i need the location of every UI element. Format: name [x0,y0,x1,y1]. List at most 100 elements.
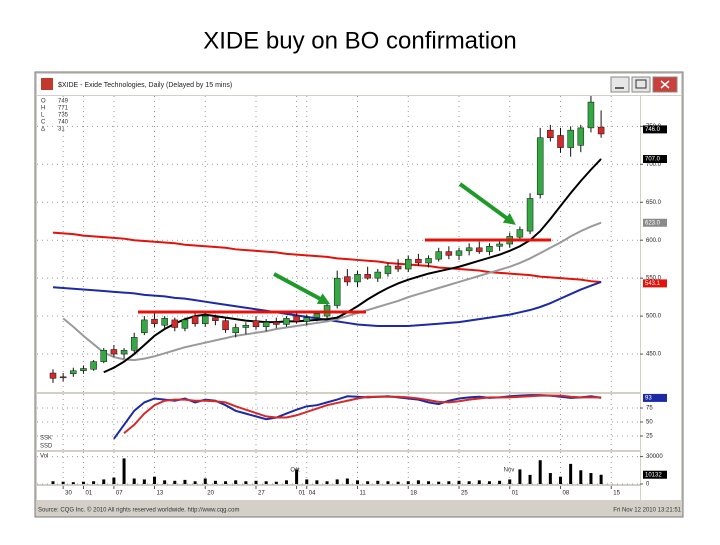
volume-bar [477,480,481,484]
volume-bar [599,474,603,484]
volume-bar [356,480,359,484]
volume-bar [427,481,431,484]
candle-body [333,277,341,306]
candle-body [49,372,57,379]
x-tick-label: 13 [157,491,164,497]
candle-body [252,320,260,327]
close-icon [660,80,670,89]
volume-bar [528,474,532,484]
candle-body [202,315,209,324]
value-marker [643,218,667,227]
candle-body [151,318,158,324]
candle-body [232,327,239,334]
candle-body [171,319,179,328]
candle-body [587,101,595,129]
price-panel [37,96,640,392]
volume-bar [203,478,207,484]
legend-entry: SSD [40,444,53,450]
candle-body [547,129,554,138]
volume-bar [487,481,491,484]
candle-body [90,361,97,370]
title-bar [37,74,681,95]
candle-body [293,315,300,322]
volume-bar [538,460,542,484]
volume-bar [416,480,420,484]
candle-body [364,274,371,279]
volume-bar [112,477,116,484]
candle-body [567,129,574,148]
volume-bar [508,479,512,484]
volume-bar [437,481,441,484]
quote-label: O [41,99,46,105]
x-tick-label: 20 [207,491,214,497]
x-tick-label: 08 [563,491,570,497]
candle-body [191,315,199,324]
volume-bar [142,479,146,484]
volume-bar [254,480,258,484]
candle-body [425,258,432,264]
volume-bar [244,481,248,484]
candle-body [516,229,524,238]
x-tick-label: 30 [65,491,72,497]
window-title: $XIDE - Exide Technologies, Daily (Delay… [58,82,232,89]
candle-body [384,265,392,274]
candle-body [161,318,168,326]
volume-bar [396,481,400,484]
value-marker [643,154,667,163]
candle-body [110,349,118,355]
x-tick-label: 04 [309,491,316,497]
quote-label: Δ [41,127,45,133]
value-marker-label: 93 [645,395,652,401]
candle-body [141,319,148,334]
volume-bar [264,481,268,484]
line-series [113,394,602,440]
value-marker-label: 623.0 [645,220,661,226]
candle-body [465,247,473,252]
y-tick-label: 450.0 [646,352,662,358]
quote-value: 740 [58,120,69,126]
quote-value: 31 [58,127,65,133]
candle-body [222,320,229,331]
candle-body [262,321,270,327]
value-marker-label: 707.0 [645,157,661,163]
x-tick-label: 01 [512,491,519,497]
candle-body [496,243,503,247]
candle-body [303,317,310,322]
candle-body [80,368,87,371]
volume-bar [284,480,288,484]
x-tick-label: 15 [613,491,620,497]
y-tick-label: 550.0 [646,276,662,282]
month-label: Nov [504,468,515,474]
y-tick-label: 75 [646,406,653,412]
volume-bar [335,479,339,484]
volume-bar [274,481,278,484]
volume-bar [61,481,65,484]
volume-bar [224,481,228,484]
volume-bar [548,473,552,484]
y-tick-label: 50 [646,420,653,426]
arrow [458,182,516,225]
candle-body [181,319,189,329]
quote-label: H [41,106,45,112]
maximize-button[interactable] [631,76,651,93]
value-marker-label: 746.0 [645,127,661,133]
volume-bar [589,473,593,484]
x-tick-label: 18 [410,491,417,497]
candle-body [394,265,402,270]
app-icon [41,78,53,90]
volume-bar [193,481,197,484]
arrow [273,272,331,305]
minimize-button[interactable] [610,76,630,93]
volume-bar [122,458,126,484]
candle-body [374,271,382,279]
slide-title: XIDE buy on BO confirmation [203,27,516,54]
candle-body [70,370,77,375]
candle-body [273,321,280,325]
legend-entry: SSK [40,436,52,442]
maximize-icon [635,79,647,89]
footer-source: Source: CQG Inc. © 2010 All rights reser… [38,507,240,514]
volume-bar [234,480,238,484]
value-marker [643,279,667,288]
volume-bar [173,480,177,484]
